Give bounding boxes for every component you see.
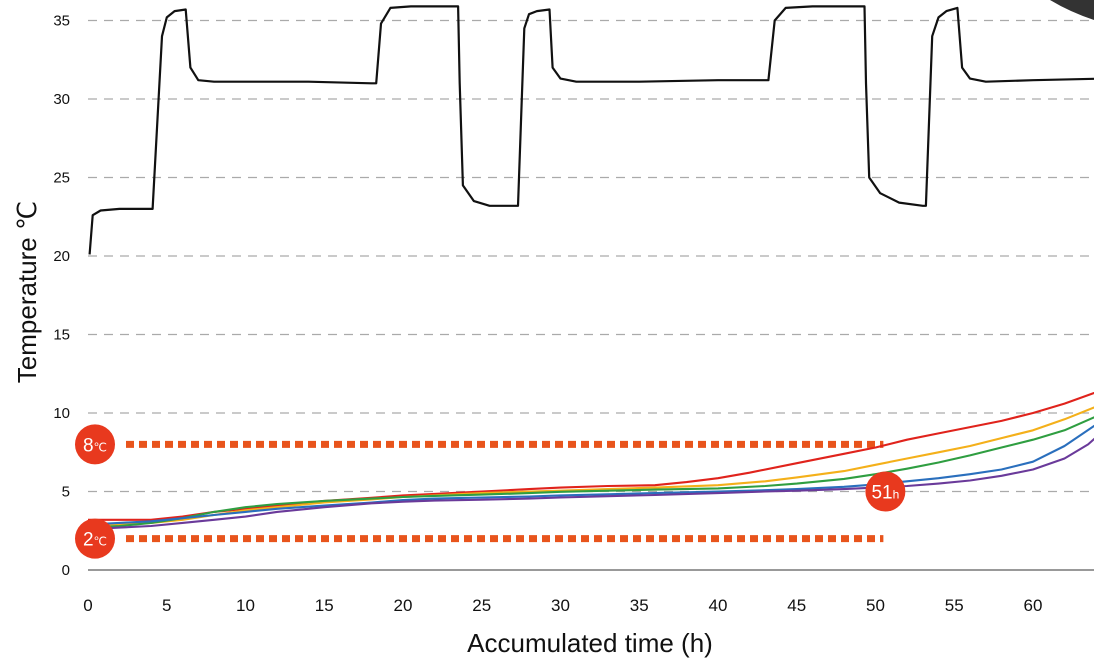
badge-8℃-value: 8 [83, 435, 94, 456]
series-lines [87, 5, 1094, 531]
y-tick-label: 10 [53, 405, 70, 422]
series-line-ambient [88, 5, 1094, 255]
x-tick-label: 60 [1024, 596, 1043, 615]
badge-2℃-unit: ℃ [94, 535, 107, 549]
x-tick-label: 25 [472, 596, 491, 615]
series-line-blue [87, 424, 1094, 526]
badge-2℃-circle [75, 518, 115, 559]
reference-lines [126, 440, 884, 543]
x-tick-label: 5 [162, 596, 171, 615]
badge-51h-circle [865, 471, 906, 512]
y-tick-label: 0 [62, 562, 70, 579]
x-tick-label: 15 [315, 596, 334, 615]
x-tick-label: 30 [551, 596, 570, 615]
y-axis-title: Temperature ℃ [12, 201, 42, 383]
x-tick-label: 0 [83, 596, 92, 615]
series-line-green [87, 416, 1094, 529]
series-line-red [88, 391, 1094, 521]
series-line-purple [87, 437, 1094, 531]
y-tick-label: 20 [53, 248, 70, 265]
badge-51h-unit: h [893, 488, 900, 502]
badge-2℃: 2℃ [75, 518, 115, 559]
y-tick-label: 25 [53, 170, 70, 187]
x-tick-label: 50 [866, 596, 885, 615]
x-tick-label: 40 [709, 596, 728, 615]
x-tick-label: 10 [236, 596, 255, 615]
badge-8℃: 8℃ [75, 424, 115, 465]
corner-shape [1050, 0, 1094, 20]
x-tick-label: 35 [630, 596, 649, 615]
grid-lines [88, 19, 1094, 493]
y-tick-label: 30 [53, 91, 70, 108]
x-axis-title: Accumulated time (h) [467, 628, 713, 658]
x-tick-labels: 0 5 10 15 20 25 30 35 40 45 50 55 60 [83, 596, 1042, 615]
x-tick-label: 45 [787, 596, 806, 615]
badge-51h: 51h [865, 471, 906, 512]
y-tick-label: 35 [53, 13, 70, 30]
badge-8℃-unit: ℃ [94, 440, 107, 454]
badge-2℃-text: 2℃ [83, 530, 107, 551]
y-tick-labels: 0 5 10 15 20 25 30 35 [53, 13, 70, 580]
x-tick-label: 55 [945, 596, 964, 615]
badge-2℃-value: 2 [83, 530, 94, 551]
y-tick-label: 15 [53, 327, 70, 344]
badge-51h-value: 51 [871, 483, 892, 504]
badge-51h-text: 51h [871, 483, 899, 504]
x-tick-label: 20 [394, 596, 413, 615]
y-tick-label: 5 [62, 484, 70, 501]
badge-8℃-circle [75, 424, 115, 465]
badge-8℃-text: 8℃ [83, 435, 107, 456]
